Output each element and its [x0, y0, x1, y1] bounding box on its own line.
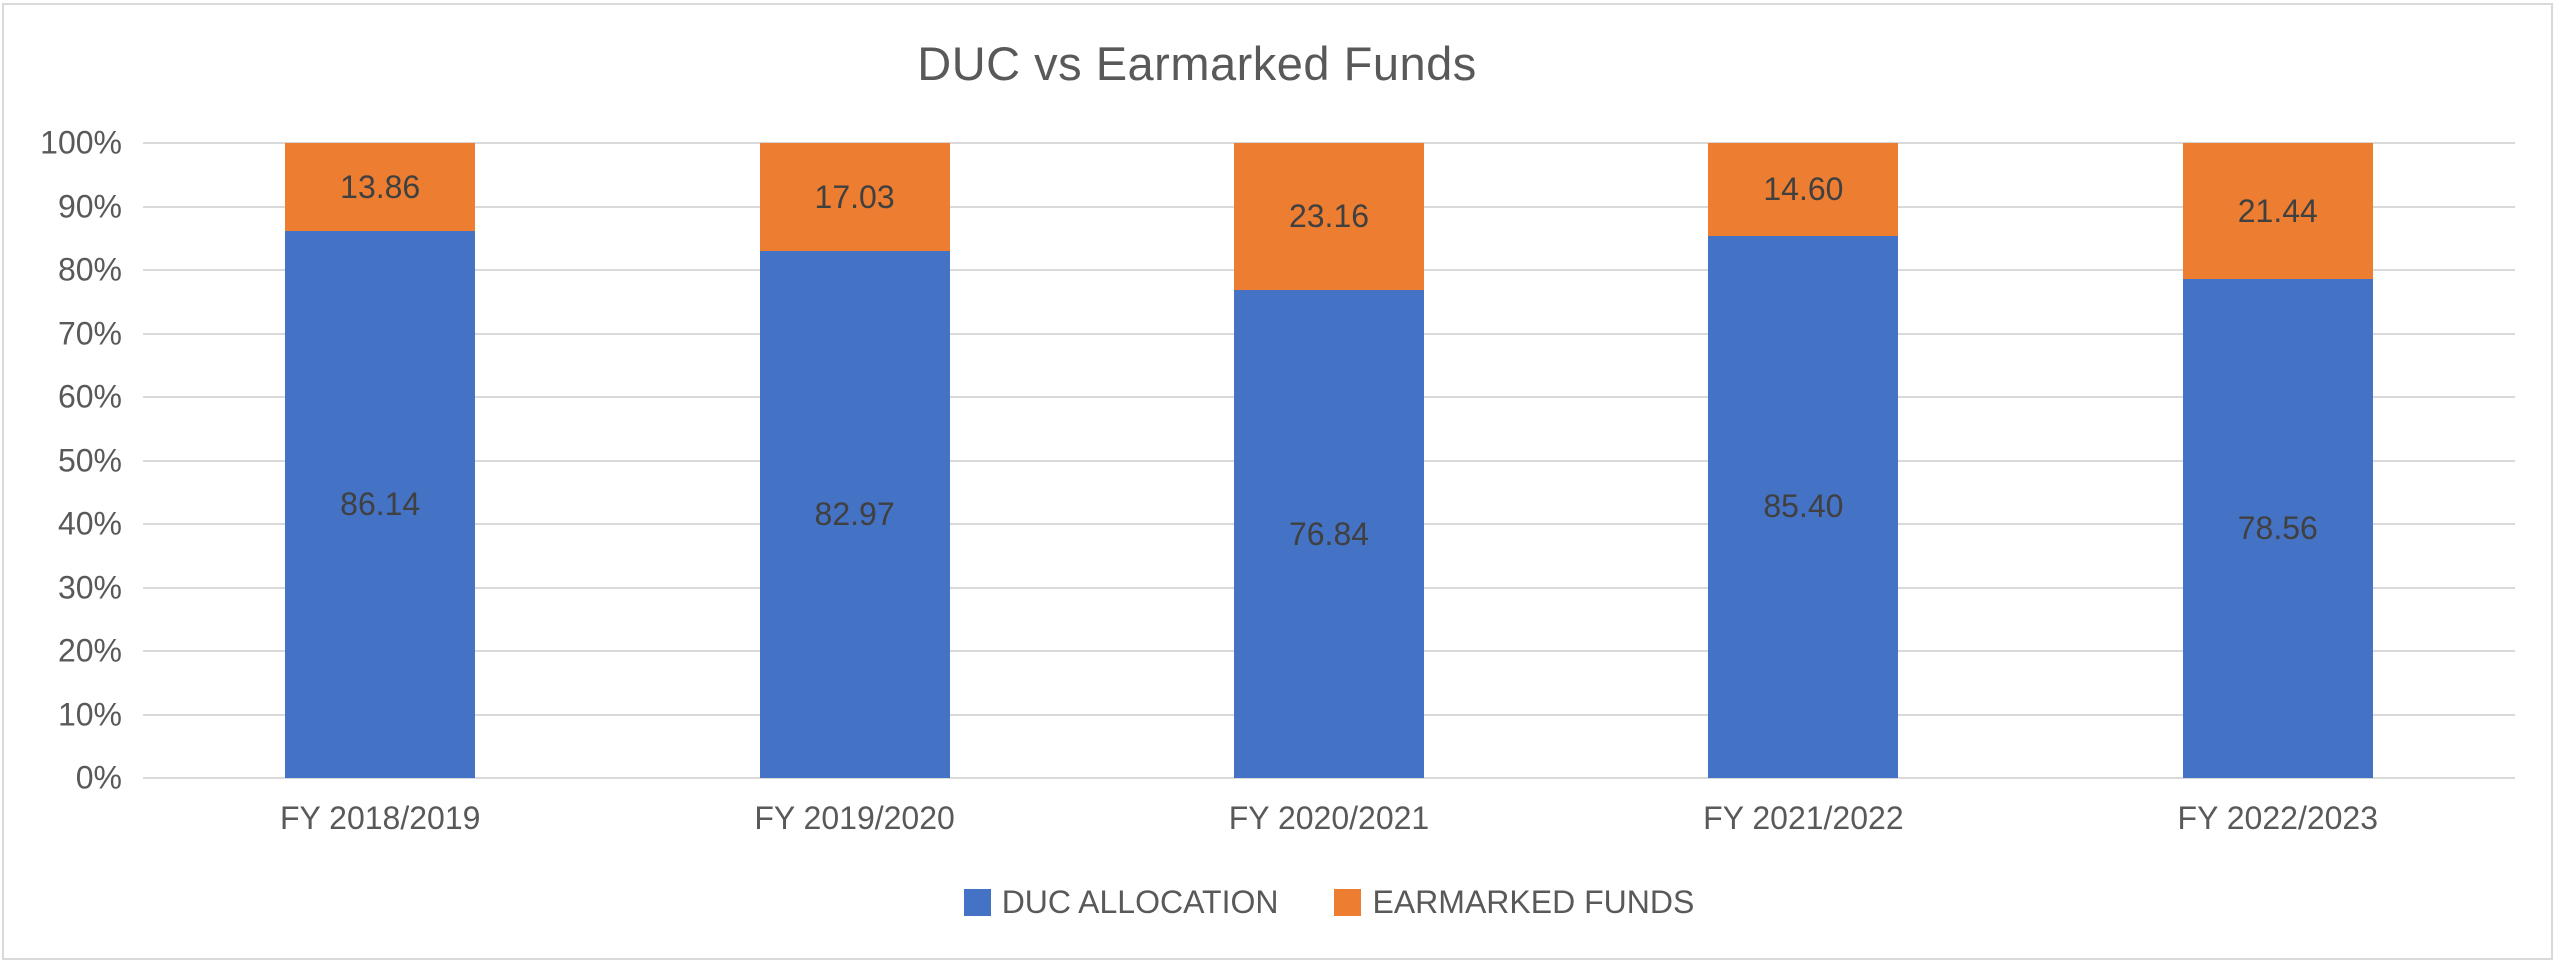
bar-segment-earmarked-funds: 13.86	[285, 143, 476, 231]
x-category-label: FY 2022/2023	[2177, 800, 2379, 836]
bar-segment-earmarked-funds: 21.44	[2182, 143, 2373, 280]
x-category-label: FY 2020/2021	[1228, 800, 1430, 836]
y-tick-label: 30%	[57, 569, 122, 605]
data-label: 17.03	[814, 178, 895, 215]
y-tick-label: 10%	[57, 696, 122, 732]
y-tick-label: 60%	[57, 378, 122, 415]
data-label: 86.14	[340, 485, 421, 522]
legend-item-duc-allocation: DUC ALLOCATION	[963, 884, 1279, 921]
bar-segment-duc-allocation: 86.14	[285, 231, 476, 778]
x-category-label: FY 2018/2019	[279, 800, 481, 836]
data-label: 23.16	[1288, 198, 1370, 235]
legend-item-earmarked-funds: EARMARKED FUNDS	[1334, 884, 1694, 921]
plot-area: 13.86 86.14 17.03 82.97 23.16 76.84 14.60 85.40…	[143, 142, 2515, 779]
gridline	[143, 777, 2515, 779]
y-tick-label: 20%	[57, 632, 122, 669]
bar-column-fy-2021-2022: 14.60 85.40	[1708, 143, 1899, 778]
bar-segment-duc-allocation: 76.84	[1234, 290, 1424, 778]
data-label: 76.84	[1288, 515, 1370, 552]
data-label: 78.56	[2237, 510, 2318, 547]
data-label: 13.86	[340, 168, 421, 205]
bar-column-fy-2020-2021: 23.16 76.84	[1234, 143, 1424, 778]
legend-label: EARMARKED FUNDS	[1372, 884, 1695, 920]
data-label: 21.44	[2237, 192, 2318, 229]
y-tick-label: 40%	[57, 505, 122, 542]
x-category-label: FY 2021/2022	[1703, 800, 1904, 836]
bar-column-fy-2019-2020: 17.03 82.97	[759, 143, 950, 778]
y-tick-label: 50%	[57, 442, 122, 478]
legend-marker-icon	[963, 889, 991, 916]
bar-segment-duc-allocation: 78.56	[2182, 279, 2373, 778]
bar-segment-duc-allocation: 82.97	[759, 251, 950, 778]
legend-marker-icon	[1334, 889, 1362, 916]
legend-label: DUC ALLOCATION	[1001, 884, 1279, 920]
bar-segment-duc-allocation: 85.40	[1708, 235, 1899, 778]
bar-segment-earmarked-funds: 17.03	[759, 143, 950, 252]
bar-segment-earmarked-funds: 23.16	[1234, 143, 1424, 291]
y-tick-label: 80%	[57, 251, 122, 288]
chart-title: DUC vs Earmarked Funds	[917, 37, 1477, 90]
legend: DUC ALLOCATION EARMARKED FUNDS	[143, 884, 2515, 921]
y-tick-label: 90%	[57, 188, 122, 224]
y-tick-label: 0%	[75, 759, 122, 796]
data-label: 85.40	[1763, 488, 1844, 525]
x-category-label: FY 2019/2020	[754, 800, 955, 836]
y-tick-label: 100%	[40, 124, 122, 161]
bar-column-fy-2018-2019: 13.86 86.14	[285, 143, 476, 778]
data-label: 14.60	[1763, 170, 1844, 207]
data-label: 82.97	[814, 496, 895, 533]
bar-segment-earmarked-funds: 14.60	[1708, 143, 1899, 236]
y-tick-label: 70%	[57, 315, 122, 351]
bar-column-fy-2022-2023: 21.44 78.56	[2182, 143, 2373, 778]
